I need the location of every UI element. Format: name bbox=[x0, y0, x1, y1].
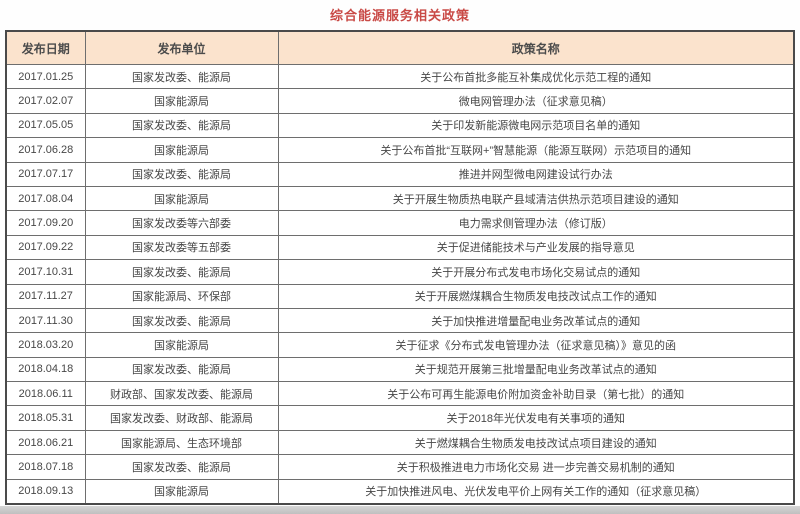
cell-date: 2018.09.13 bbox=[5, 478, 86, 505]
cell-policy: 关于开展分布式发电市场化交易试点的通知 bbox=[277, 259, 795, 285]
table-row: 2018.09.13 国家能源局 关于加快推进风电、光伏发电平价上网有关工作的通… bbox=[5, 478, 795, 505]
cell-date: 2017.01.25 bbox=[5, 63, 86, 90]
cell-date: 2018.05.31 bbox=[5, 405, 86, 431]
cell-unit: 国家能源局 bbox=[84, 137, 279, 163]
cell-policy: 微电网管理办法（征求意见稿） bbox=[277, 88, 795, 114]
table-row: 2018.07.18 国家发改委、能源局 关于积极推进电力市场化交易 进一步完善… bbox=[5, 454, 795, 480]
cell-date: 2017.07.17 bbox=[5, 161, 86, 187]
cell-policy: 关于积极推进电力市场化交易 进一步完善交易机制的通知 bbox=[277, 454, 795, 480]
cell-unit: 国家能源局、环保部 bbox=[84, 283, 279, 309]
bottom-edge-bar bbox=[0, 506, 800, 514]
cell-date: 2018.06.11 bbox=[5, 381, 86, 407]
cell-unit: 国家发改委、能源局 bbox=[84, 112, 279, 139]
table-row: 2018.05.31 国家发改委、财政部、能源局 关于2018年光伏发电有关事项… bbox=[5, 405, 795, 431]
cell-policy: 关于促进储能技术与产业发展的指导意见 bbox=[277, 234, 795, 261]
table-row: 2017.02.07 国家能源局 微电网管理办法（征求意见稿） bbox=[5, 88, 795, 114]
table-row: 2017.10.31 国家发改委、能源局 关于开展分布式发电市场化交易试点的通知 bbox=[5, 259, 795, 285]
cell-policy: 关于征求《分布式发电管理办法（征求意见稿）》意见的函 bbox=[277, 332, 795, 358]
table-row: 2017.11.30 国家发改委、能源局 关于加快推进增量配电业务改革试点的通知 bbox=[5, 307, 795, 334]
table-row: 2018.06.11 财政部、国家发改委、能源局 关于公布可再生能源电价附加资金… bbox=[5, 381, 795, 407]
cell-date: 2018.06.21 bbox=[5, 429, 86, 456]
table-row: 2017.05.05 国家发改委、能源局 关于印发新能源微电网示范项目名单的通知 bbox=[5, 112, 795, 139]
table-row: 2017.09.22 国家发改委等五部委 关于促进储能技术与产业发展的指导意见 bbox=[5, 234, 795, 261]
table-row: 2017.06.28 国家能源局 关于公布首批“互联网+”智慧能源（能源互联网）… bbox=[5, 137, 795, 163]
cell-date: 2018.03.20 bbox=[5, 332, 86, 358]
cell-date: 2017.11.27 bbox=[5, 283, 86, 309]
table-row: 2017.07.17 国家发改委、能源局 推进并网型微电网建设试行办法 bbox=[5, 161, 795, 187]
page-title: 综合能源服务相关政策 bbox=[329, 8, 470, 23]
cell-unit: 国家发改委、能源局 bbox=[84, 259, 279, 285]
header-date: 发布日期 bbox=[5, 30, 86, 65]
cell-policy: 关于2018年光伏发电有关事项的通知 bbox=[277, 405, 795, 431]
cell-policy: 关于加快推进增量配电业务改革试点的通知 bbox=[277, 307, 795, 334]
cell-unit: 国家能源局 bbox=[84, 332, 279, 358]
cell-date: 2018.07.18 bbox=[5, 454, 86, 480]
policy-table: 发布日期 发布单位 政策名称 2017.01.25 国家发改委、能源局 关于公布… bbox=[5, 30, 795, 506]
cell-policy: 关于燃煤耦合生物质发电技改试点项目建设的通知 bbox=[277, 429, 795, 456]
cell-unit: 国家能源局 bbox=[84, 88, 279, 114]
cell-date: 2017.08.04 bbox=[5, 185, 86, 212]
cell-date: 2017.10.31 bbox=[5, 259, 86, 285]
table-row: 2018.03.20 国家能源局 关于征求《分布式发电管理办法（征求意见稿）》意… bbox=[5, 332, 795, 358]
table-row: 2017.09.20 国家发改委等六部委 电力需求侧管理办法（修订版） bbox=[5, 210, 795, 236]
cell-unit: 国家发改委、能源局 bbox=[84, 454, 279, 480]
cell-policy: 关于公布可再生能源电价附加资金补助目录（第七批）的通知 bbox=[277, 381, 795, 407]
header-policy: 政策名称 bbox=[277, 30, 795, 65]
cell-policy: 关于开展燃煤耦合生物质发电技改试点工作的通知 bbox=[277, 283, 795, 309]
cell-unit: 国家发改委、能源局 bbox=[84, 63, 279, 90]
cell-policy: 关于开展生物质热电联产县域清洁供热示范项目建设的通知 bbox=[277, 185, 795, 212]
cell-date: 2018.04.18 bbox=[5, 356, 86, 383]
cell-unit: 国家能源局 bbox=[84, 478, 279, 505]
cell-policy: 推进并网型微电网建设试行办法 bbox=[277, 161, 795, 187]
table-row: 2017.01.25 国家发改委、能源局 关于公布首批多能互补集成优化示范工程的… bbox=[5, 63, 795, 90]
cell-policy: 关于公布首批多能互补集成优化示范工程的通知 bbox=[277, 63, 795, 90]
cell-date: 2017.09.22 bbox=[5, 234, 86, 261]
header-row: 发布日期 发布单位 政策名称 bbox=[5, 30, 795, 65]
cell-policy: 关于规范开展第三批增量配电业务改革试点的通知 bbox=[277, 356, 795, 383]
table-row: 2017.08.04 国家能源局 关于开展生物质热电联产县域清洁供热示范项目建设… bbox=[5, 185, 795, 212]
cell-policy: 关于印发新能源微电网示范项目名单的通知 bbox=[277, 112, 795, 139]
cell-date: 2017.06.28 bbox=[5, 137, 86, 163]
table-row: 2018.06.21 国家能源局、生态环境部 关于燃煤耦合生物质发电技改试点项目… bbox=[5, 429, 795, 456]
cell-policy: 关于加快推进风电、光伏发电平价上网有关工作的通知（征求意见稿） bbox=[277, 478, 795, 505]
cell-unit: 国家能源局 bbox=[84, 185, 279, 212]
cell-date: 2017.09.20 bbox=[5, 210, 86, 236]
cell-date: 2017.02.07 bbox=[5, 88, 86, 114]
cell-unit: 国家发改委、财政部、能源局 bbox=[84, 405, 279, 431]
header-unit: 发布单位 bbox=[84, 30, 279, 65]
table-row: 2017.11.27 国家能源局、环保部 关于开展燃煤耦合生物质发电技改试点工作… bbox=[5, 283, 795, 309]
cell-unit: 国家发改委、能源局 bbox=[84, 161, 279, 187]
cell-unit: 国家能源局、生态环境部 bbox=[84, 429, 279, 456]
cell-unit: 国家发改委等六部委 bbox=[84, 210, 279, 236]
cell-policy: 关于公布首批“互联网+”智慧能源（能源互联网）示范项目的通知 bbox=[277, 137, 795, 163]
cell-policy: 电力需求侧管理办法（修订版） bbox=[277, 210, 795, 236]
cell-unit: 国家发改委、能源局 bbox=[84, 356, 279, 383]
cell-unit: 国家发改委等五部委 bbox=[84, 234, 279, 261]
cell-date: 2017.11.30 bbox=[5, 307, 86, 334]
cell-unit: 国家发改委、能源局 bbox=[84, 307, 279, 334]
cell-unit: 财政部、国家发改委、能源局 bbox=[84, 381, 279, 407]
cell-date: 2017.05.05 bbox=[5, 112, 86, 139]
table-row: 2018.04.18 国家发改委、能源局 关于规范开展第三批增量配电业务改革试点… bbox=[5, 356, 795, 383]
